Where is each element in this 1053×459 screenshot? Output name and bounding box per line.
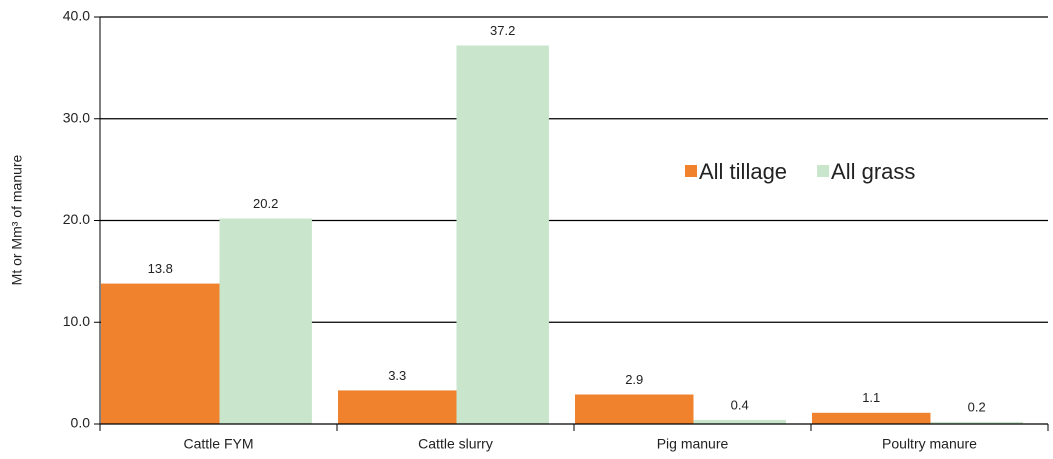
x-tick-label: Poultry manure — [882, 436, 977, 452]
bar — [456, 45, 549, 425]
data-label: 1.1 — [862, 390, 880, 405]
legend-label: All grass — [831, 159, 915, 184]
x-tick-label: Pig manure — [657, 436, 729, 452]
bar — [575, 394, 694, 424]
data-label: 0.2 — [968, 399, 986, 414]
data-label: 0.4 — [731, 397, 749, 412]
data-label: 13.8 — [148, 261, 173, 276]
legend-swatch — [685, 165, 697, 177]
bar — [338, 390, 457, 424]
y-tick-label: 0.0 — [71, 415, 91, 431]
legend-label: All tillage — [699, 159, 787, 184]
bar — [812, 412, 931, 424]
y-tick-label: 30.0 — [63, 109, 90, 125]
data-label: 20.2 — [253, 196, 278, 211]
data-label: 2.9 — [625, 372, 643, 387]
data-label: 37.2 — [490, 23, 515, 38]
bar — [101, 283, 220, 424]
x-tick-label: Cattle FYM — [183, 436, 253, 452]
bar — [219, 218, 312, 424]
data-label: 3.3 — [388, 368, 406, 383]
bar — [693, 419, 786, 424]
x-tick-label: Cattle slurry — [418, 436, 493, 452]
y-tick-label: 20.0 — [63, 211, 90, 227]
bar — [930, 421, 1023, 424]
y-tick-label: 10.0 — [63, 313, 90, 329]
y-axis-title: Mt or Mm³ of manure — [9, 154, 25, 285]
legend-swatch — [817, 165, 830, 177]
y-tick-label: 40.0 — [63, 8, 90, 24]
